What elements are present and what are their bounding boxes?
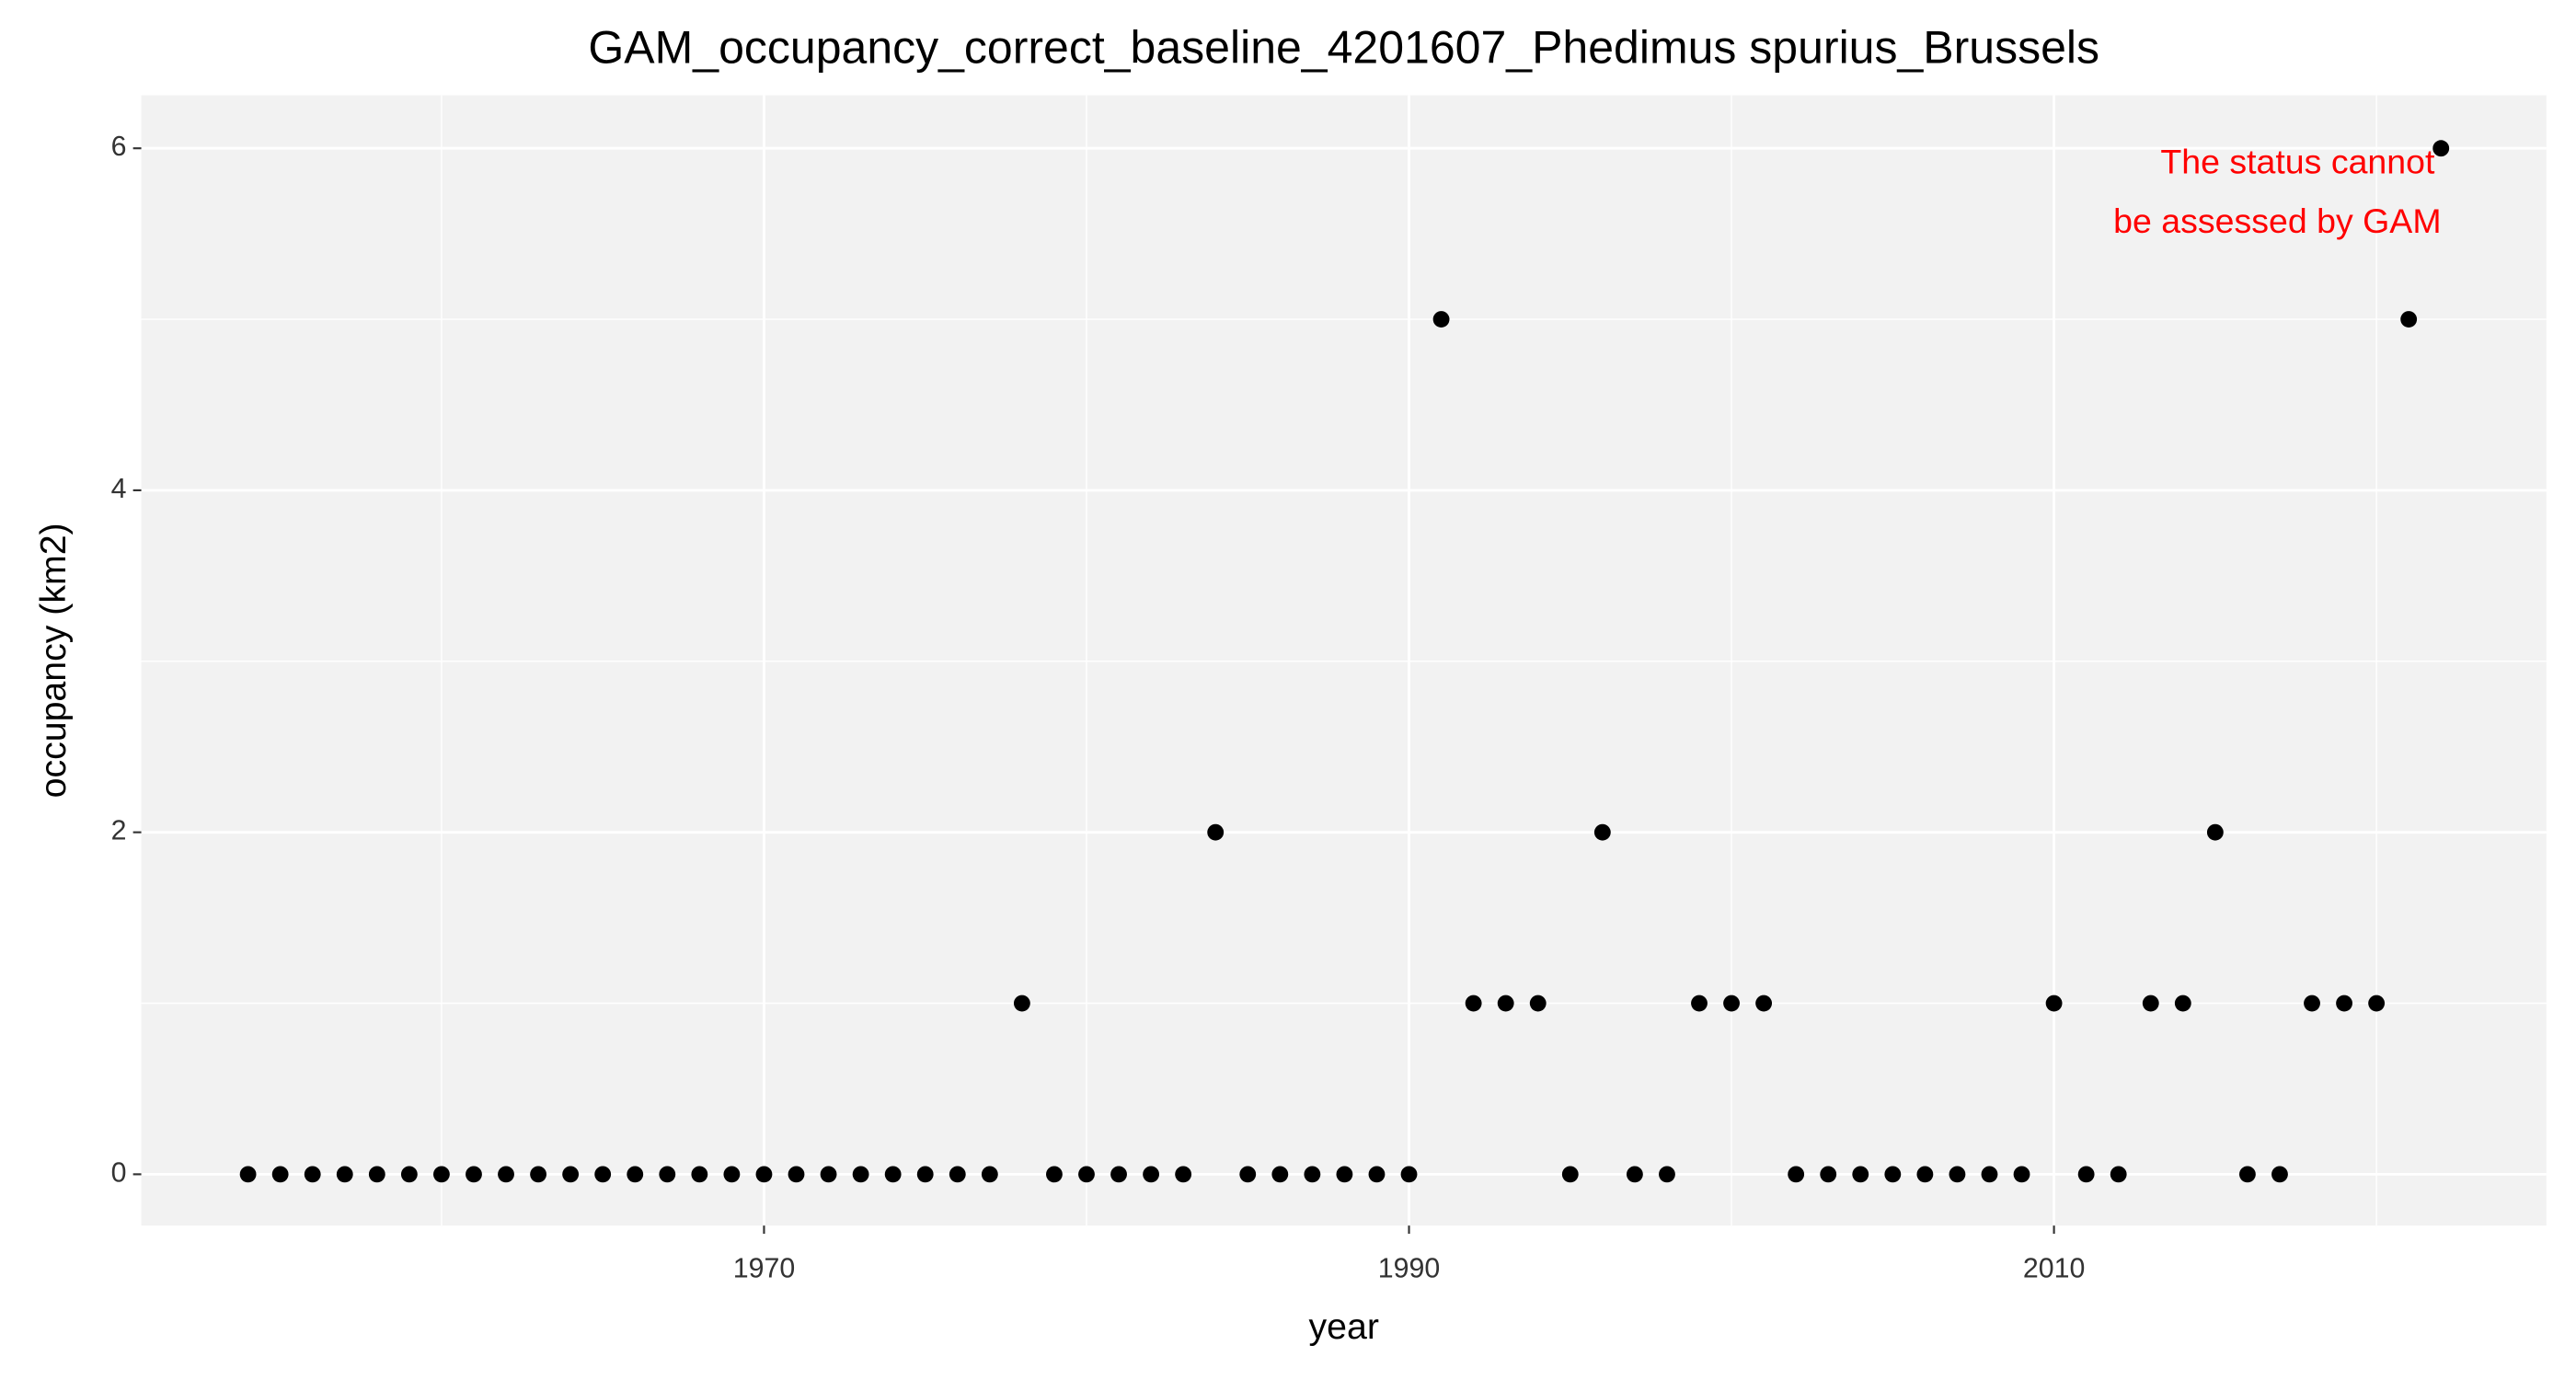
point — [304, 1166, 321, 1183]
annotation: be assessed by GAM — [2113, 201, 2441, 240]
point — [2368, 995, 2386, 1012]
point — [884, 1166, 902, 1183]
y-tick-label: 0 — [111, 1157, 127, 1188]
point — [2013, 1166, 2030, 1183]
point — [820, 1166, 837, 1183]
x-tick-label: 1990 — [1378, 1253, 1441, 1283]
point — [594, 1166, 612, 1183]
point — [368, 1166, 385, 1183]
point — [239, 1166, 257, 1183]
point — [981, 1166, 998, 1183]
point — [755, 1166, 773, 1183]
point — [2077, 1166, 2095, 1183]
point — [788, 1166, 805, 1183]
point — [1304, 1166, 1321, 1183]
point — [1078, 1166, 1095, 1183]
point — [1723, 995, 1740, 1012]
point — [1561, 1166, 1579, 1183]
point — [2304, 995, 2320, 1012]
point — [562, 1166, 580, 1183]
y-axis-label: occupancy (km2) — [33, 523, 74, 798]
point — [1336, 1166, 1353, 1183]
point — [2045, 995, 2063, 1012]
point — [1368, 1166, 1386, 1183]
point — [432, 1166, 450, 1183]
point — [400, 1166, 418, 1183]
point — [466, 1166, 482, 1183]
point — [1046, 1166, 1063, 1183]
point — [1659, 1166, 1675, 1183]
point — [2336, 995, 2353, 1012]
y-tick-label: 2 — [111, 816, 127, 846]
point — [336, 1166, 353, 1183]
point — [627, 1166, 644, 1183]
x-tick-label: 1970 — [733, 1253, 796, 1283]
point — [1175, 1166, 1192, 1183]
point — [2174, 995, 2191, 1012]
point — [2432, 140, 2450, 157]
point — [2238, 1166, 2256, 1183]
point — [1593, 823, 1611, 841]
point — [949, 1166, 966, 1183]
point — [2110, 1166, 2127, 1183]
y-tick-label: 6 — [111, 132, 127, 162]
point — [1271, 1166, 1289, 1183]
panel — [141, 95, 2547, 1226]
point — [691, 1166, 708, 1183]
point — [1788, 1166, 1805, 1183]
point — [2206, 823, 2224, 841]
point — [1239, 1166, 1257, 1183]
point — [1755, 995, 1773, 1012]
point — [1465, 995, 1482, 1012]
point — [1884, 1166, 1902, 1183]
point — [1626, 1166, 1643, 1183]
point — [1207, 823, 1225, 841]
x-axis-label: year — [1309, 1306, 1379, 1347]
point — [723, 1166, 741, 1183]
point — [2271, 1166, 2288, 1183]
point — [530, 1166, 547, 1183]
point — [1143, 1166, 1160, 1183]
point — [1949, 1166, 1966, 1183]
point — [852, 1166, 869, 1183]
point — [1691, 995, 1708, 1012]
point — [1916, 1166, 1934, 1183]
point — [1013, 995, 1030, 1012]
annotation: The status cannot — [2160, 142, 2435, 180]
point — [1529, 995, 1547, 1012]
point — [1432, 311, 1450, 328]
point — [498, 1166, 514, 1183]
point — [1852, 1166, 1869, 1183]
chart-title: GAM_occupancy_correct_baseline_4201607_P… — [588, 22, 2099, 74]
point — [1981, 1166, 1998, 1183]
point — [1110, 1166, 1127, 1183]
point — [916, 1166, 934, 1183]
point — [1820, 1166, 1837, 1183]
point — [271, 1166, 289, 1183]
point — [1497, 995, 1514, 1012]
point — [1400, 1166, 1418, 1183]
y-tick-label: 4 — [111, 474, 127, 504]
point — [2400, 311, 2418, 328]
point — [659, 1166, 676, 1183]
point — [2142, 995, 2159, 1012]
x-tick-label: 2010 — [2023, 1253, 2086, 1283]
